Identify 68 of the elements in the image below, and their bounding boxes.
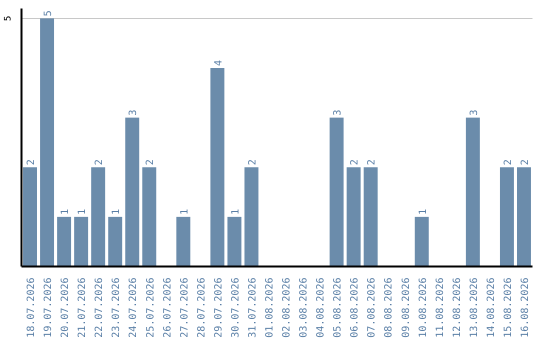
bar	[500, 167, 514, 266]
x-tick-label: 13.08.2026	[468, 277, 480, 338]
x-tick-label: 08.08.2026	[384, 277, 395, 338]
bar	[466, 118, 480, 266]
bar	[40, 18, 54, 266]
x-tick-label: 03.08.2026	[298, 277, 310, 338]
x-tick-label: 25.07.2026	[145, 277, 156, 338]
x-tick-label: 16.08.2026	[520, 277, 531, 338]
data-label: 1	[111, 208, 122, 215]
x-tick-label: 24.07.2026	[128, 277, 140, 338]
x-tick-label: 10.08.2026	[418, 277, 429, 338]
bar	[108, 216, 122, 266]
bar	[74, 216, 88, 266]
x-tick-label: 09.08.2026	[400, 277, 412, 338]
data-label: 2	[502, 159, 514, 166]
x-tick-label: 30.07.2026	[230, 277, 242, 338]
x-tick-label: 11.08.2026	[434, 277, 446, 338]
x-tick-label: 28.07.2026	[196, 277, 208, 338]
x-tick-label: 12.08.2026	[452, 277, 463, 338]
x-tick-label: 18.07.2026	[26, 277, 38, 338]
bar	[517, 167, 531, 266]
data-label: 2	[366, 159, 378, 166]
bar	[125, 118, 140, 266]
data-label: 1	[179, 208, 190, 215]
data-label: 1	[418, 208, 429, 215]
bar	[414, 216, 429, 266]
bar	[227, 216, 242, 266]
x-tick-label: 22.07.2026	[94, 277, 106, 338]
bar	[176, 216, 190, 266]
data-label: 2	[520, 159, 531, 166]
bar	[244, 167, 258, 266]
data-label: 1	[77, 208, 88, 215]
x-tick-label: 01.08.2026	[264, 277, 276, 338]
bar	[57, 216, 72, 266]
data-label: 3	[128, 110, 140, 116]
x-tick-label: 15.08.2026	[502, 277, 514, 338]
data-label: 2	[350, 159, 361, 166]
x-tick-label: 27.07.2026	[179, 277, 190, 338]
bar	[330, 118, 344, 266]
x-tick-label: 21.07.2026	[77, 277, 88, 338]
x-tick-label: 23.07.2026	[111, 277, 122, 338]
x-tick-label: 31.07.2026	[247, 277, 258, 338]
x-tick-label: 29.07.2026	[213, 277, 224, 338]
data-label: 4	[213, 60, 224, 66]
x-tick-label: 06.08.2026	[350, 277, 361, 338]
data-label: 2	[247, 159, 258, 166]
x-tick-label: 05.08.2026	[332, 277, 344, 338]
bar	[23, 167, 37, 266]
data-label: 2	[26, 159, 38, 166]
data-label: 3	[468, 110, 480, 116]
data-label: 5	[43, 10, 54, 16]
x-tick-label: 19.07.2026	[43, 277, 54, 338]
bar	[142, 167, 156, 266]
data-label: 1	[230, 208, 242, 215]
x-tick-label: 04.08.2026	[316, 277, 327, 338]
x-tick-label: 20.07.2026	[60, 277, 72, 338]
data-label: 2	[94, 159, 106, 166]
x-tick-label: 26.07.2026	[162, 277, 174, 338]
x-tick-label: 14.08.2026	[486, 277, 497, 338]
x-tick-label: 07.08.2026	[366, 277, 378, 338]
bar	[346, 167, 361, 266]
bar	[210, 68, 224, 266]
bar	[364, 167, 378, 266]
bar	[91, 167, 106, 266]
data-label: 2	[145, 159, 156, 166]
data-label: 3	[332, 110, 344, 116]
x-tick-label: 02.08.2026	[282, 277, 293, 338]
data-label: 1	[60, 208, 72, 215]
